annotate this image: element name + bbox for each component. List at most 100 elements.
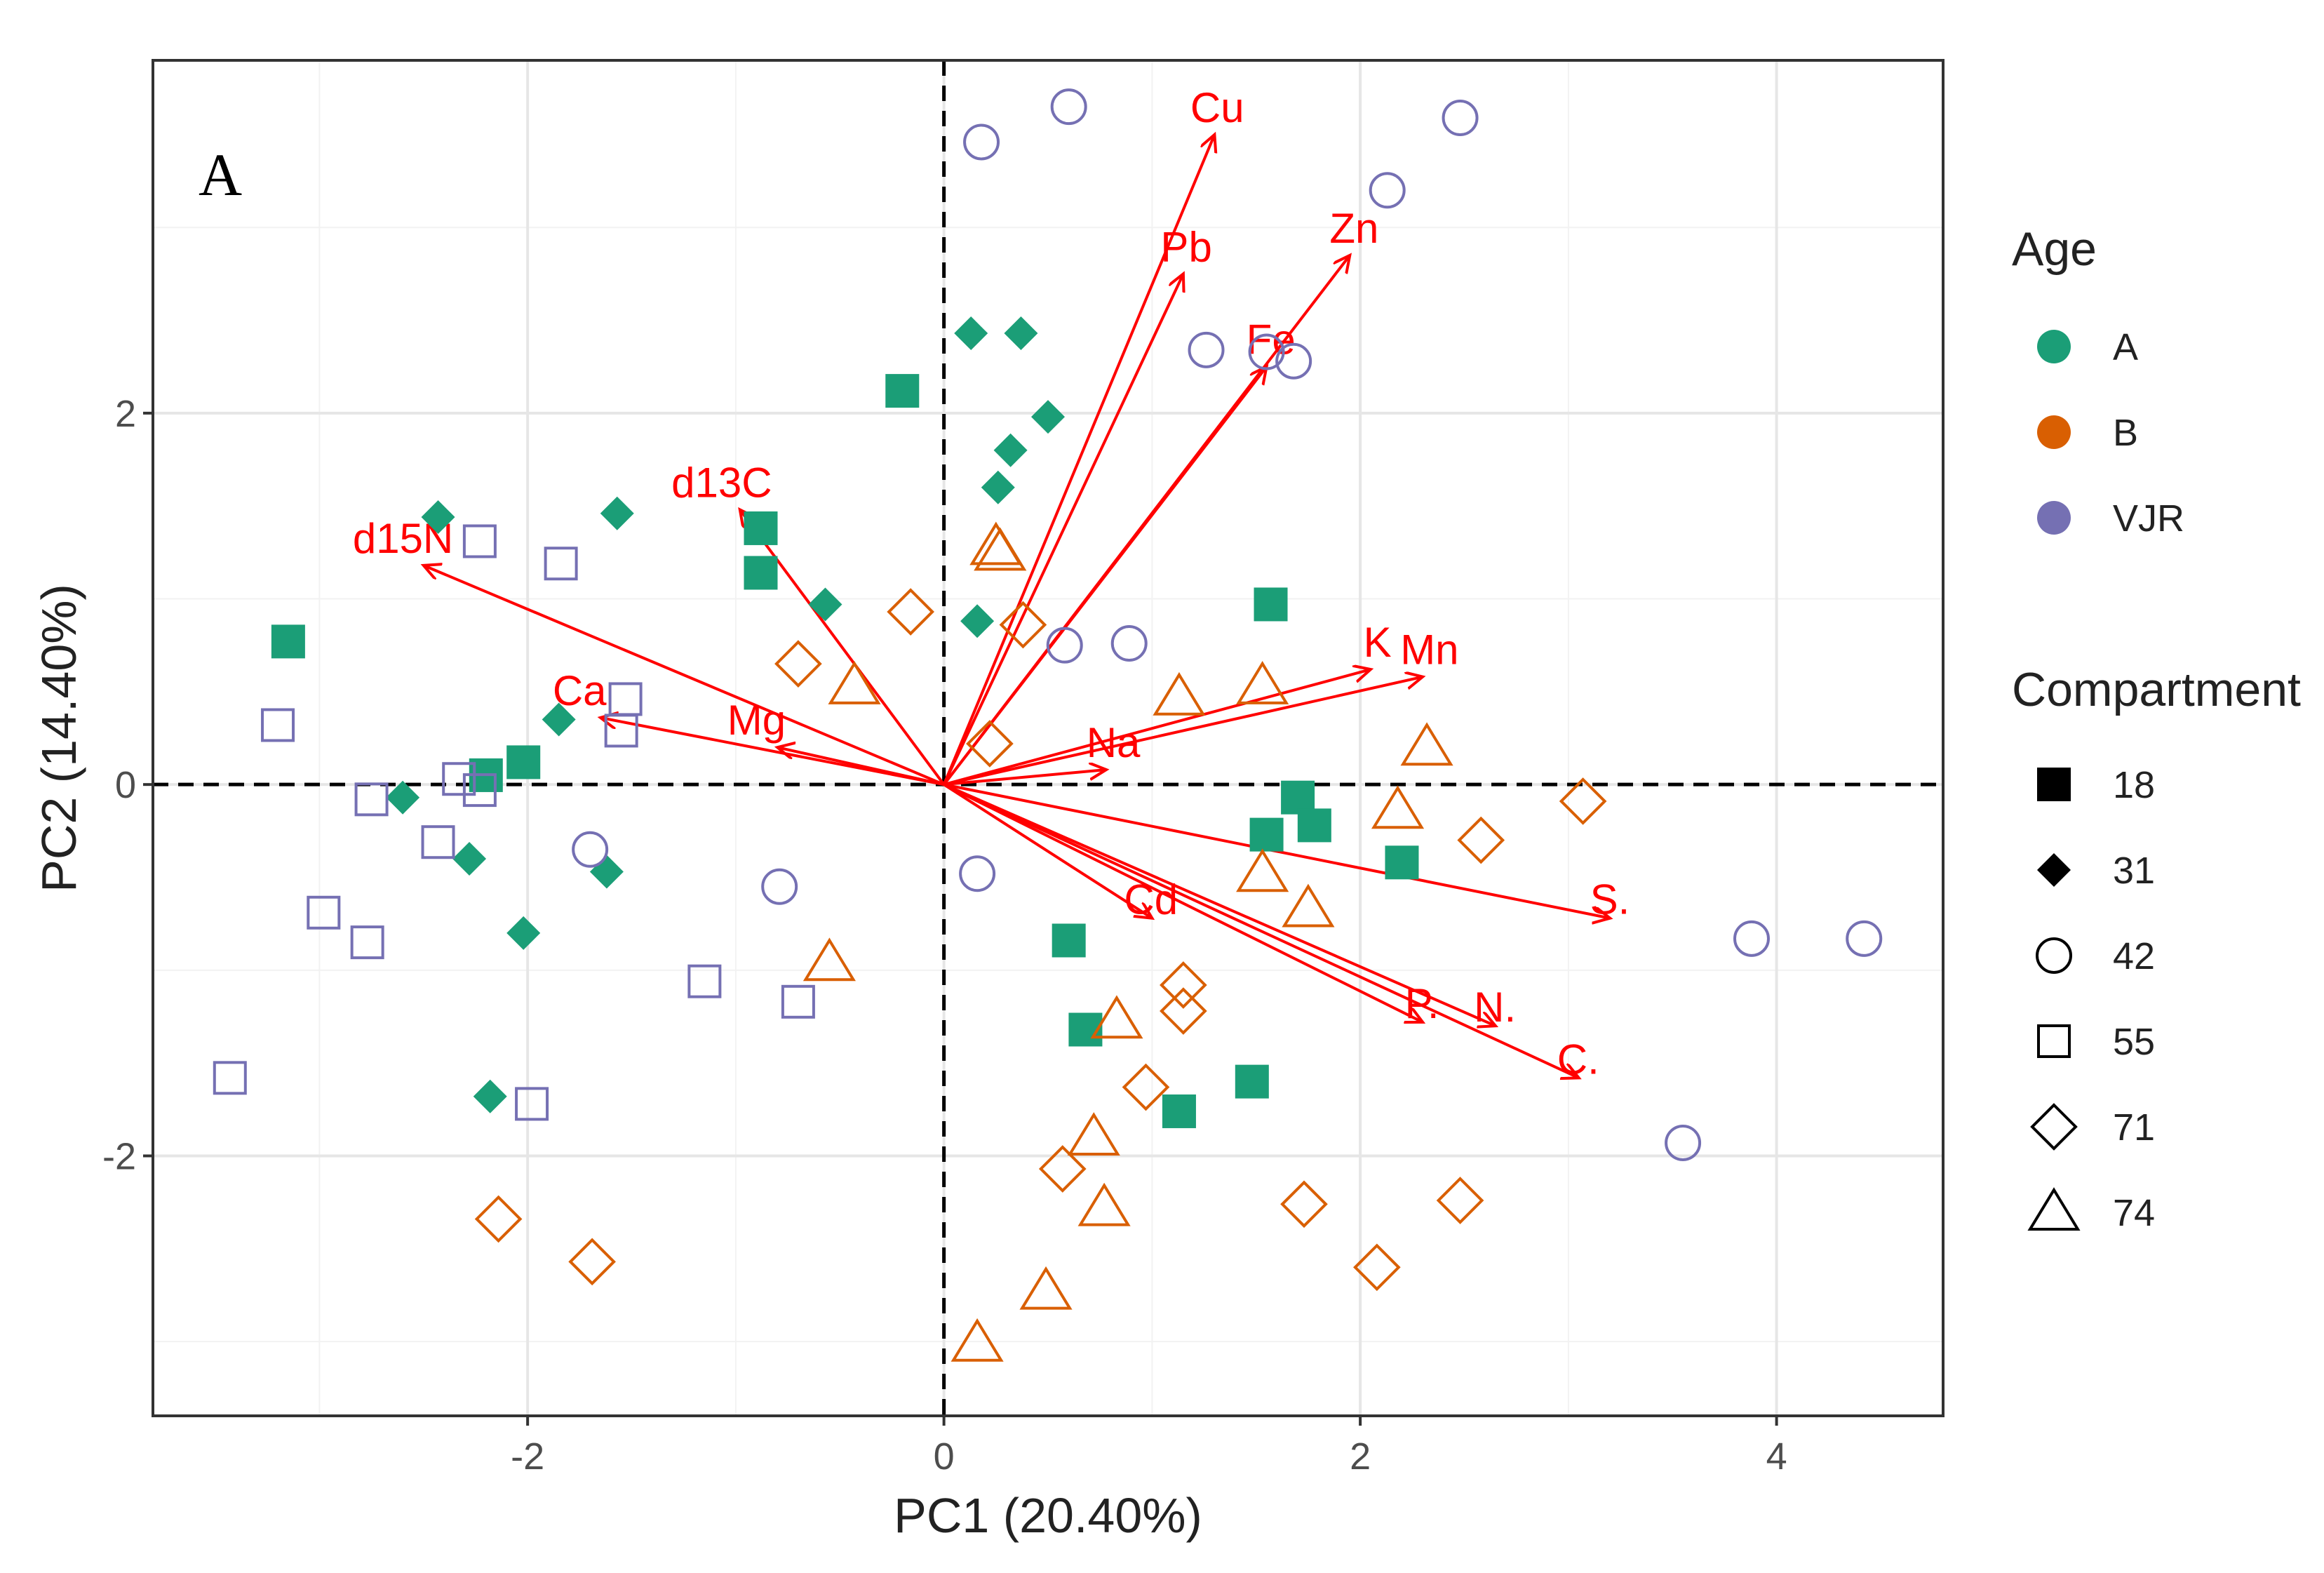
point-b-74 [802, 937, 856, 982]
point-a-31 [981, 470, 1015, 504]
point-b-74 [1236, 661, 1289, 704]
x-tick-label: 0 [934, 1435, 955, 1478]
point-vjr-55 [604, 714, 638, 748]
point-b-71 [568, 1238, 616, 1286]
vector-arrow-pb [942, 274, 1183, 786]
point-b-71 [887, 588, 934, 636]
point-b-74 [1371, 785, 1425, 829]
vector-arrow-d13c [740, 509, 946, 786]
point-a-31 [600, 496, 634, 530]
point-b-71 [1280, 1180, 1328, 1229]
legend-swatch-a [2037, 330, 2071, 363]
legend-title-compartment: Compartment [2012, 663, 2301, 716]
vector-label-na: Na [1087, 719, 1141, 766]
point-vjr-55 [687, 964, 722, 998]
point-b-71 [1160, 987, 1207, 1035]
legend-label-74: 74 [2113, 1192, 2155, 1234]
x-axis-ticks: -2 0 2 4 [511, 1416, 1787, 1478]
point-a-18 [744, 556, 778, 590]
vector-arrow-cd [943, 783, 1153, 918]
point-a-18 [271, 624, 305, 659]
point-vjr-55 [354, 782, 389, 817]
x-tick-label: 2 [1350, 1435, 1371, 1478]
legend-shape-71 [2030, 1103, 2078, 1151]
point-a-31 [960, 604, 995, 638]
legend-label-a: A [2113, 326, 2138, 368]
vector-arrow-mg [777, 747, 945, 786]
vector-label-zn: Zn [1329, 205, 1378, 252]
point-vjr-42 [1442, 100, 1479, 137]
point-b-71 [1038, 1145, 1087, 1193]
legend-shape-31 [2037, 853, 2071, 887]
point-a-18 [1052, 923, 1086, 958]
legend-label-b: B [2113, 412, 2138, 454]
legend-label-18: 18 [2113, 764, 2155, 806]
vector-arrow-cu [942, 135, 1215, 785]
point-a-31 [1004, 316, 1038, 351]
point-vjr-55 [544, 547, 578, 581]
point-vjr-42 [1665, 1124, 1702, 1161]
point-b-71 [966, 720, 1014, 768]
point-vjr-42 [1275, 342, 1312, 380]
legend-swatch-vjr [2037, 501, 2071, 535]
point-b-74 [1090, 995, 1143, 1039]
vector-label-p: P. [1405, 980, 1439, 1027]
vector-label-cd: Cd [1124, 876, 1178, 923]
legend-title-age: Age [2012, 222, 2097, 276]
vector-label-mn: Mn [1400, 627, 1458, 674]
y-axis-title: PC2 (14.40%) [32, 584, 86, 892]
y-axis-ticks: -2 0 2 [102, 393, 153, 1177]
point-vjr-55 [781, 984, 815, 1019]
point-b-74 [951, 1318, 1004, 1362]
point-vjr-55 [213, 1061, 247, 1095]
panel-label: A [199, 141, 242, 208]
point-vjr-42 [1110, 625, 1148, 662]
point-vjr-55 [261, 708, 295, 742]
vector-arrow-fe [943, 367, 1267, 786]
point-vjr-55 [307, 895, 341, 930]
point-a-31 [386, 780, 420, 815]
vector-label-mg: Mg [727, 697, 786, 744]
plot-frame [152, 59, 1944, 1417]
point-a-31 [542, 702, 576, 737]
vector-label-cu: Cu [1190, 84, 1244, 131]
point-a-31 [954, 316, 988, 351]
vector-label-s: S. [1590, 876, 1630, 923]
point-a-31 [506, 916, 541, 950]
vector-arrow-p [943, 783, 1423, 1022]
vector-arrow-n [943, 783, 1496, 1026]
legend-label-71: 71 [2113, 1106, 2155, 1149]
point-b-74 [828, 661, 881, 704]
legend-label-42: 42 [2113, 935, 2155, 977]
point-vjr-42 [1248, 333, 1285, 370]
y-tick-label: -2 [102, 1135, 136, 1177]
vector-arrow-d15n [424, 565, 945, 786]
point-b-71 [1559, 777, 1607, 825]
legend: Age A B VJR Compartment 18 31 42 55 71 74 [2012, 222, 2301, 1234]
point-b-71 [1122, 1063, 1170, 1111]
point-b-74 [1400, 722, 1453, 766]
vector-label-pb: Pb [1160, 223, 1211, 270]
x-tick-label: -2 [511, 1435, 544, 1478]
point-a-31 [452, 842, 487, 876]
point-b-71 [774, 640, 822, 688]
point-a-18 [1297, 808, 1331, 843]
legend-shape-55 [2037, 1024, 2071, 1058]
point-vjr-42 [963, 123, 1000, 161]
point-b-71 [1457, 816, 1505, 864]
point-vjr-42 [1050, 88, 1087, 126]
point-vjr-42 [1046, 627, 1083, 664]
legend-shape-74 [2027, 1187, 2081, 1231]
point-a-31 [1031, 400, 1065, 434]
point-vjr-42 [1369, 172, 1406, 209]
point-vjr-42 [1188, 331, 1225, 368]
point-b-71 [1353, 1243, 1401, 1292]
point-a-18 [744, 511, 778, 545]
point-b-71 [1436, 1177, 1484, 1224]
point-b-74 [1067, 1112, 1120, 1156]
point-vjr-55 [421, 825, 455, 859]
point-b-74 [974, 527, 1027, 571]
vector-arrow-mn [943, 677, 1423, 786]
x-tick-label: 4 [1766, 1435, 1787, 1478]
point-vjr-55 [442, 762, 476, 796]
